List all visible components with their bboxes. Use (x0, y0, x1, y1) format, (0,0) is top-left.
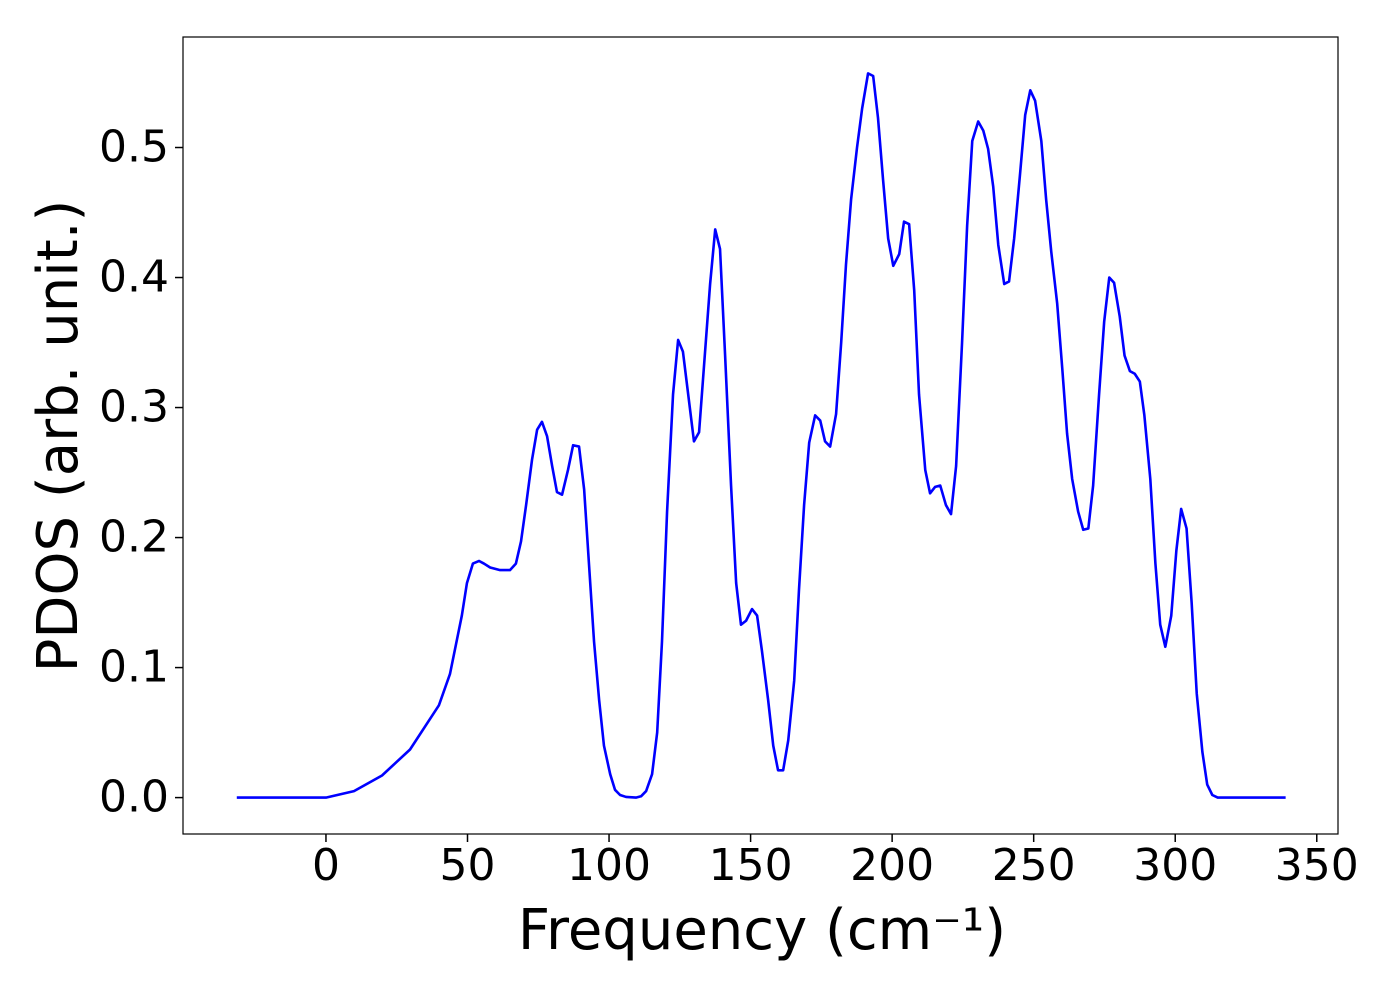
plot-frame (182, 36, 1339, 835)
data-line (236, 72, 1286, 799)
y-tick-label: 0.1 (99, 642, 169, 693)
y-tick-label: 0.4 (99, 252, 169, 303)
y-tick-label: 0.5 (99, 122, 169, 173)
x-tick-label: 100 (567, 840, 651, 891)
y-tick-label: 0.0 (99, 772, 169, 823)
x-axis-label: Frequency (cm⁻¹) (518, 898, 1006, 963)
x-tick-label: 250 (992, 840, 1076, 891)
x-tick-label: 50 (440, 840, 496, 891)
x-tick-label: 200 (850, 840, 934, 891)
x-tick-label: 0 (312, 840, 340, 891)
y-tick-label: 0.2 (99, 512, 169, 563)
y-axis-label: PDOS (arb. unit.) (26, 200, 91, 673)
x-tick-label: 300 (1133, 840, 1217, 891)
x-tick-label: 350 (1275, 840, 1359, 891)
x-tick-label: 150 (709, 840, 793, 891)
y-tick-label: 0.3 (99, 382, 169, 433)
